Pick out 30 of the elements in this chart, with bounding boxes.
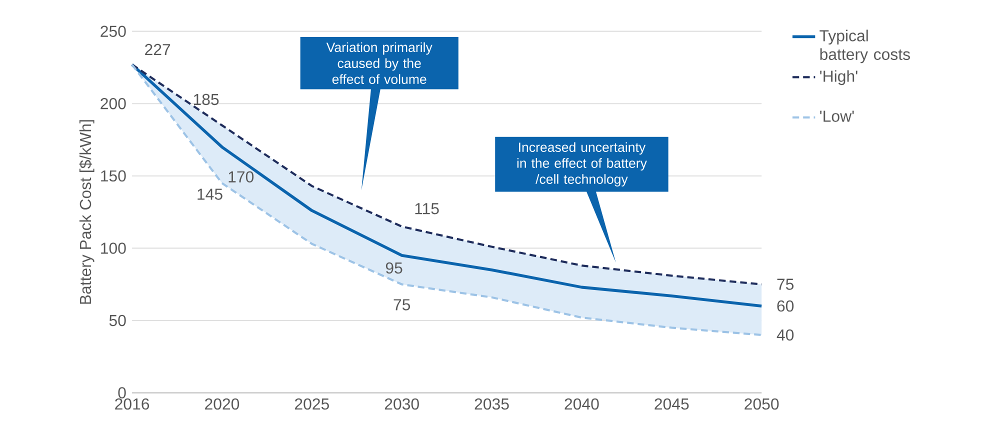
data-label: 185 — [194, 94, 219, 106]
x-tick-label: 2020 — [205, 398, 240, 410]
y-tick-label: 250 — [100, 26, 126, 37]
annotation: Increased uncertainty in the effect of battery /cell technology — [517, 142, 647, 186]
data-label: 115 — [415, 203, 439, 214]
data-label: 75 — [394, 299, 410, 310]
data-label: 95 — [386, 262, 402, 274]
data-label: 227 — [145, 44, 170, 55]
y-tick-label: 100 — [101, 242, 126, 254]
legend-label: 'High' — [820, 70, 858, 86]
y-tick-label: 150 — [101, 170, 126, 182]
x-tick-label: 2025 — [294, 398, 329, 410]
x-tick-label: 2030 — [384, 398, 419, 410]
x-tick-label: 2045 — [654, 398, 689, 410]
y-axis-title: Battery Pack Cost [$/kWh] — [79, 120, 94, 304]
y-tick-label: 200 — [100, 98, 126, 110]
x-tick-label: 2016 — [115, 398, 150, 410]
y-tick-label: 0 — [118, 387, 126, 398]
data-label: 60 — [777, 300, 794, 312]
data-label: 40 — [776, 329, 794, 341]
x-tick-label: 2035 — [474, 398, 509, 410]
annotation: Variation primarily caused by the effect of volume — [326, 42, 432, 84]
legend-label: 'Low' — [820, 110, 854, 122]
legend-label: Typical battery costs — [820, 30, 910, 64]
data-label: 145 — [198, 188, 222, 200]
y-tick-label: 50 — [109, 314, 126, 326]
x-tick-label: 2050 — [744, 398, 779, 410]
data-label: 75 — [777, 278, 794, 290]
x-tick-label: 2040 — [564, 398, 599, 410]
data-label: 170 — [228, 171, 254, 182]
